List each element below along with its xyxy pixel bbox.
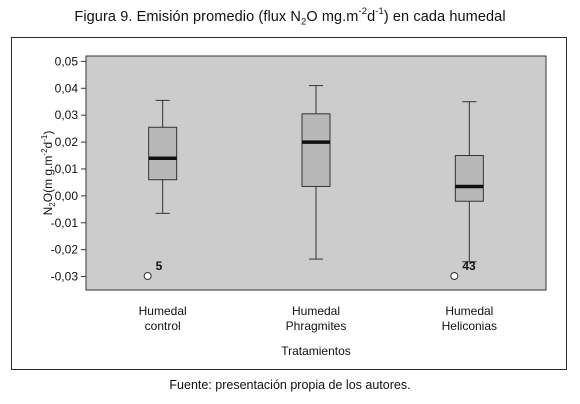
y-tick-label: -0,03: [51, 270, 79, 284]
y-axis: 0,05 0,04 0,03 0,02 0,01 0,00 -0,01 -0,02 -0,03: [51, 54, 86, 284]
category-label-line2: Heliconias: [442, 319, 497, 333]
title-text-part: d: [367, 8, 376, 25]
outlier-label: 5: [156, 259, 163, 273]
y-axis-title: N2O(m g.m-2d-1): [40, 131, 57, 216]
y-tick-label: 0,05: [55, 54, 79, 68]
y-tick-label: 0,00: [55, 189, 79, 203]
category-label-line1: Humedal: [292, 304, 340, 318]
y-tick-label: 0,04: [55, 81, 79, 95]
x-axis-title: Tratamientos: [281, 344, 351, 358]
box-group: 43: [450, 101, 484, 281]
box-group: 5: [143, 99, 178, 281]
outlier-point: [143, 272, 152, 281]
title-text-part: Figura 9. Emisión promedio (flux N: [74, 8, 301, 25]
x-axis: HumedalcontrolHumedalPhragmitesHumedalHe…: [139, 304, 497, 333]
y-axis-title-part: ): [41, 131, 55, 135]
y-axis-title-part: 2: [48, 202, 57, 207]
y-axis-title-part: d: [41, 142, 55, 149]
title-text-part: O mg.m: [306, 8, 359, 25]
source-note: Fuente: presentación propia de los autor…: [169, 378, 411, 392]
y-tick-label: 0,03: [55, 108, 79, 122]
y-tick-label: 0,01: [55, 162, 79, 176]
title-text-part: ) en cada humedal: [383, 8, 506, 25]
y-axis-title-part: -2: [40, 148, 49, 156]
category-label-line2: control: [145, 319, 181, 333]
y-tick-label: -0,01: [51, 216, 79, 230]
outlier-point: [450, 272, 459, 281]
chart-outer-frame: [11, 37, 567, 370]
y-tick-label: 0,02: [55, 135, 79, 149]
category-label-line1: Humedal: [139, 304, 187, 318]
outlier-label: 43: [462, 259, 476, 273]
box-group: [301, 85, 331, 260]
boxes-layer: 5 43: [143, 85, 484, 281]
y-tick-label: -0,02: [51, 243, 79, 257]
box-iqr: [301, 113, 331, 187]
title-superscript: -2: [358, 5, 368, 17]
box-iqr: [454, 155, 484, 202]
title-superscript: -1: [375, 5, 384, 17]
chart-title: Figura 9. Emisión promedio (flux N2O mg.…: [0, 5, 580, 27]
category-label-line1: Humedal: [445, 304, 493, 318]
y-axis-title-part: O(m g.m: [41, 156, 55, 203]
y-axis-title-part: N: [41, 207, 55, 216]
category-label-line2: Phragmites: [286, 319, 347, 333]
box-iqr: [148, 126, 178, 181]
y-axis-title-part: -1: [40, 134, 49, 142]
title-subscript: 2: [300, 15, 307, 27]
